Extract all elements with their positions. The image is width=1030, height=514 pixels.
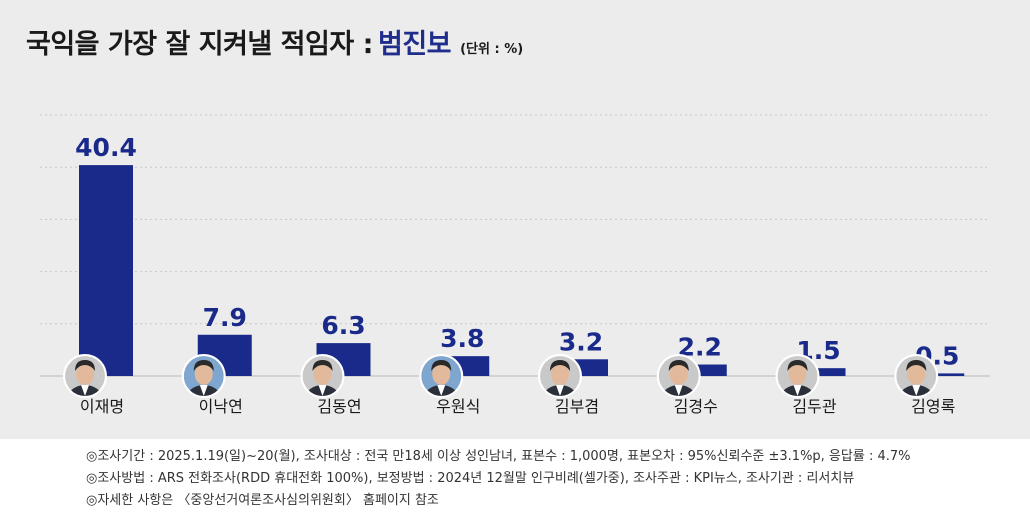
portrait-photo-icon	[419, 354, 464, 398]
category-label-3: 우원식	[436, 397, 480, 416]
footer-notes: ◎조사기간 : 2025.1.19(일)~20(월), 조사대상 : 전국 만1…	[0, 439, 1030, 514]
footer-line-period: ◎조사기간 : 2025.1.19(일)~20(월), 조사대상 : 전국 만1…	[86, 449, 911, 464]
value-label-3: 3.8	[440, 324, 484, 353]
portrait-photo-icon	[538, 354, 582, 398]
category-label-7: 김영록	[911, 397, 955, 416]
chart-title: 국익을 가장 잘 지켜낼 적임자 : 범진보 (단위 : %)	[26, 22, 523, 61]
title-unit: (단위 : %)	[460, 42, 524, 57]
value-label-0: 40.4	[75, 133, 137, 162]
portrait-photo-icon	[775, 354, 820, 398]
category-label-6: 김두관	[792, 397, 836, 416]
portrait-photo-icon	[300, 354, 345, 398]
title-main: 국익을 가장 잘 지켜낼 적임자 :	[26, 29, 373, 60]
value-label-1: 7.9	[203, 303, 247, 332]
category-label-5: 김경수	[674, 397, 718, 416]
portrait-photo-icon	[63, 354, 107, 398]
chart-gridlines	[40, 114, 990, 377]
footer-line-method: ◎조사방법 : ARS 전화조사(RDD 휴대전화 100%), 보정방법 : …	[86, 471, 855, 486]
value-label-4: 3.2	[559, 327, 603, 356]
chart-category-labels: 이재명 이낙연 김동연 우원식 김부겸 김경수 김두관 김영록	[80, 397, 955, 416]
category-label-2: 김동연	[317, 397, 361, 416]
category-label-4: 김부겸	[555, 397, 599, 416]
portrait-photo-icon	[656, 354, 701, 398]
bar-chart: 40.47.9 6.3 3.8 3.2 2.2 1.5 0.5 이재명 이낙연 김동연 우원식 김부…	[40, 114, 990, 416]
title-accent: 범진보	[377, 29, 452, 60]
portrait-photo-icon	[894, 354, 939, 398]
footer-line-reference: ◎자세한 사항은 〈중앙선거여론조사심의위원회〉 홈페이지 참조	[86, 493, 439, 508]
bar-0	[79, 165, 133, 376]
portrait-photo-icon	[181, 354, 226, 398]
value-label-2: 6.3	[321, 311, 365, 340]
chart-avatars	[63, 354, 939, 398]
category-label-0: 이재명	[80, 397, 124, 416]
category-label-1: 이낙연	[199, 397, 243, 416]
